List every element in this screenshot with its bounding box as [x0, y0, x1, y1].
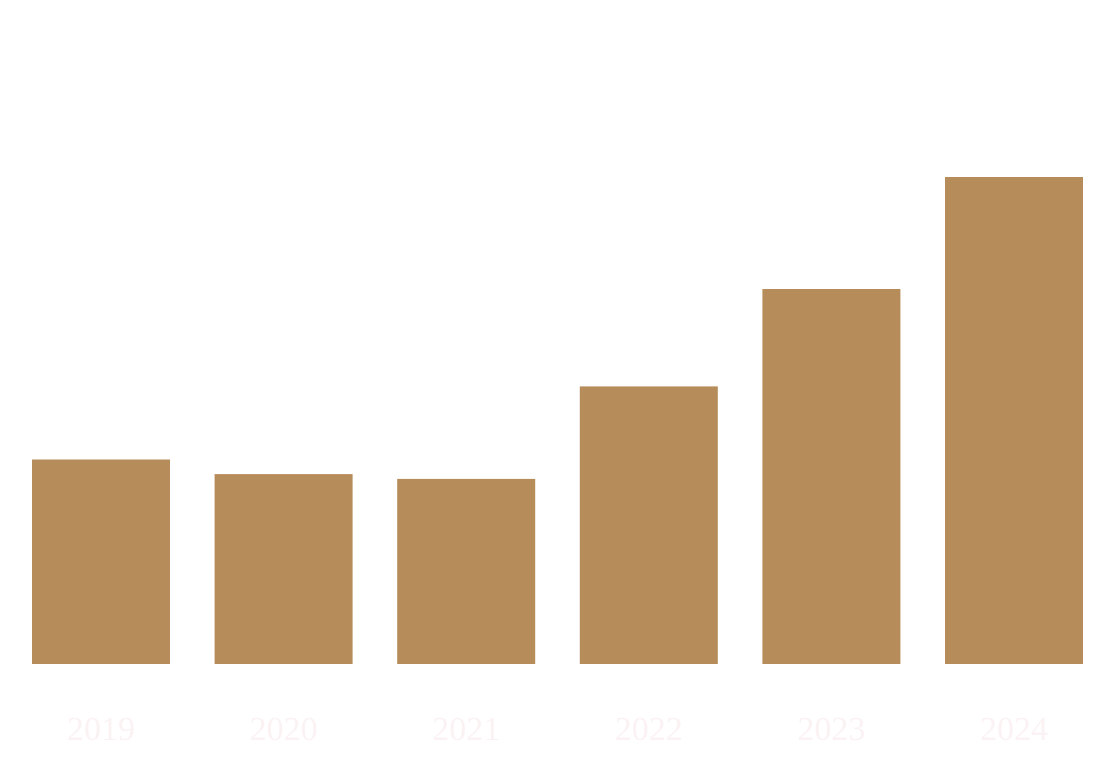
x-tick-label-2022: 2022: [615, 711, 683, 748]
x-tick-label-2020: 2020: [250, 711, 318, 748]
bar-2022: [579, 386, 718, 664]
x-tick-label-2021: 2021: [432, 711, 500, 748]
bar-2023: [762, 289, 901, 664]
x-axis-tick-labels: 2019 2020 2021 2022 2023 2024: [67, 711, 1048, 748]
x-tick-label-2019: 2019: [67, 711, 135, 748]
bar-2019: [32, 459, 170, 664]
bars-group: [32, 177, 1083, 664]
bar-2021: [397, 478, 536, 664]
x-tick-label-2024: 2024: [980, 711, 1048, 748]
bar-2024: [945, 177, 1083, 664]
bar-2020: [214, 474, 353, 664]
x-tick-label-2023: 2023: [797, 711, 865, 748]
